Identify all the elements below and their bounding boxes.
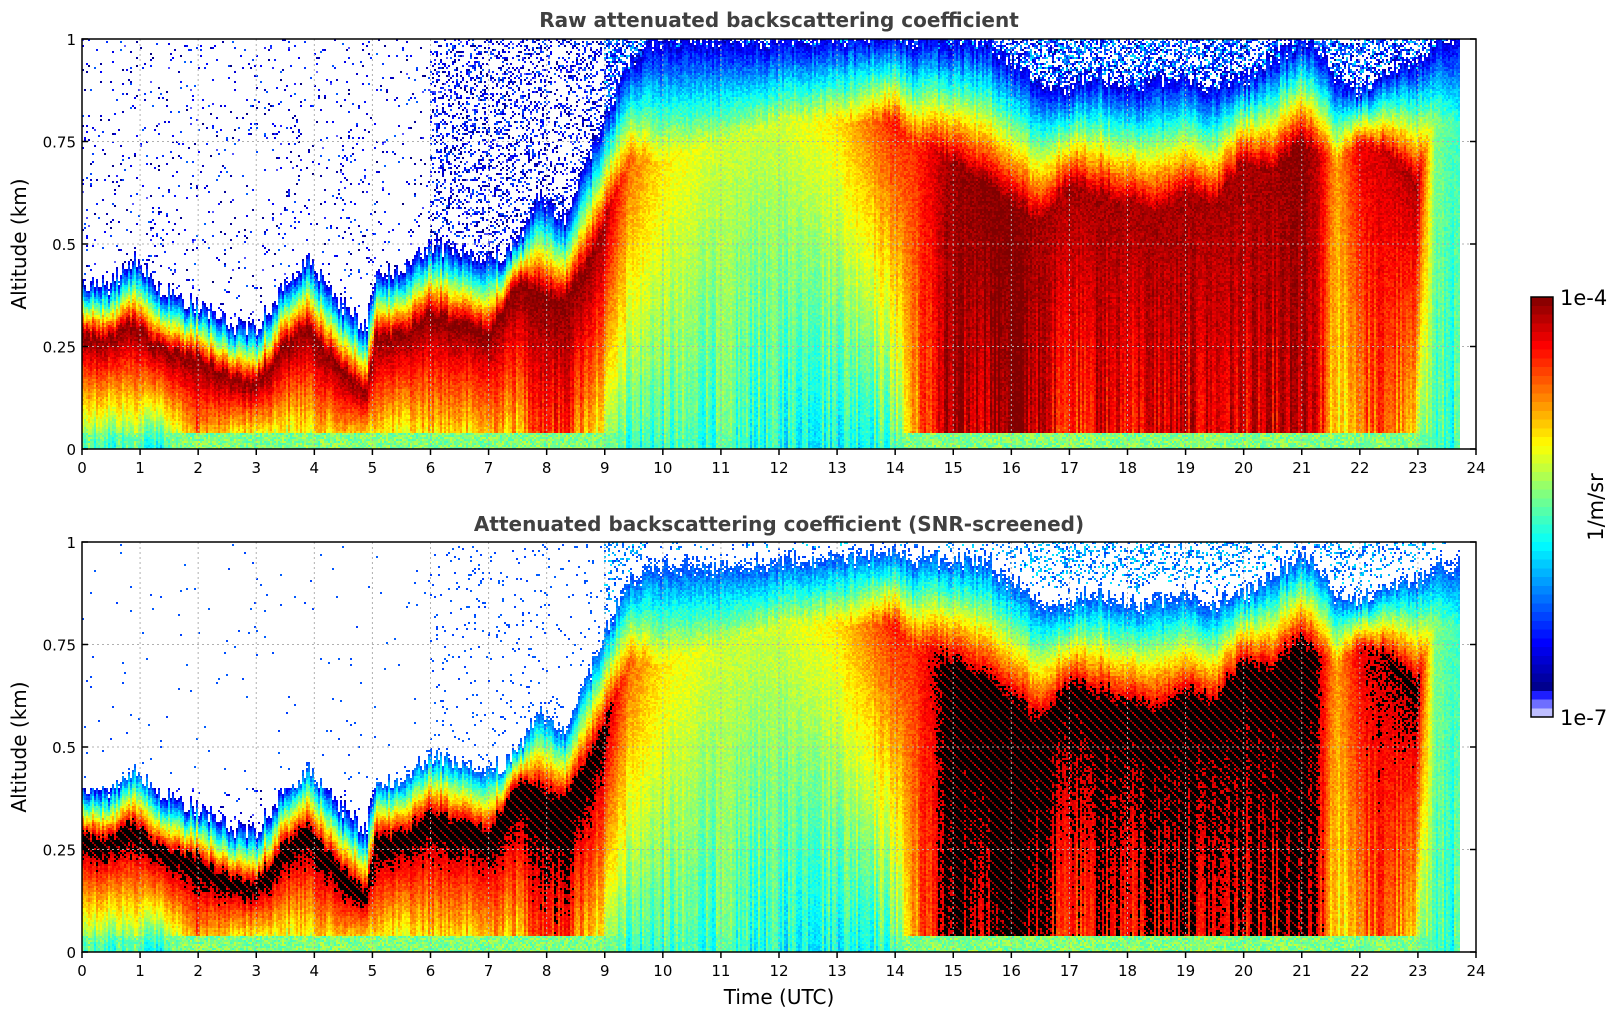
x-tick-label: 9: [600, 459, 610, 477]
x-tick-label: 1: [135, 459, 145, 477]
y-tick-label: 0.25: [43, 339, 76, 357]
x-tick-label: 14: [886, 962, 905, 980]
x-tick-label: 0: [77, 459, 87, 477]
colorbar-frame: [1530, 296, 1554, 718]
x-tick-label: 11: [711, 459, 730, 477]
x-tick-label: 17: [1060, 459, 1079, 477]
x-tick-label: 0: [77, 962, 87, 980]
x-tick-label: 16: [1002, 459, 1021, 477]
x-tick-label: 2: [193, 459, 203, 477]
x-tick-label: 24: [1466, 962, 1485, 980]
panel-2-y-axis-label: Altitude (km): [7, 681, 31, 812]
x-tick-label: 19: [1176, 459, 1195, 477]
x-tick-label: 3: [251, 962, 261, 980]
x-tick-label: 19: [1176, 962, 1195, 980]
x-tick-label: 2: [193, 962, 203, 980]
y-tick-label: 0: [66, 944, 76, 962]
x-tick-label: 10: [653, 962, 672, 980]
x-tick-label: 24: [1466, 459, 1485, 477]
x-tick-label: 10: [653, 459, 672, 477]
y-tick-label: 0.75: [43, 134, 76, 152]
y-tick-label: 0.25: [43, 842, 76, 860]
x-tick-label: 23: [1408, 459, 1427, 477]
x-tick-label: 7: [484, 459, 494, 477]
x-tick-label: 22: [1350, 459, 1369, 477]
x-tick-label: 8: [542, 962, 552, 980]
panel-2-axes: 0 1 2 3 4 5 6 7 8 9 10 11 12 13 14 15 16 17 18 19 20 21 22 23 24…: [43, 534, 1486, 980]
y-tick-label: 0.75: [43, 637, 76, 655]
y-tick-label: 0.5: [52, 739, 76, 757]
x-tick-label: 18: [1118, 962, 1137, 980]
panel-1-title: Raw attenuated backscattering coefficien…: [539, 8, 1019, 32]
x-tick-label: 1: [135, 962, 145, 980]
x-tick-label: 21: [1292, 459, 1311, 477]
x-tick-label: 20: [1234, 459, 1253, 477]
x-tick-label: 22: [1350, 962, 1369, 980]
plot-frame: [81, 541, 1477, 953]
panel-1-y-axis-label: Altitude (km): [7, 178, 31, 309]
x-tick-label: 12: [769, 962, 788, 980]
colorbar-max-label: 1e-4: [1560, 286, 1607, 310]
y-tick-label: 1: [66, 31, 76, 49]
x-tick-label: 15: [944, 962, 963, 980]
plot-frame: [81, 38, 1477, 450]
x-tick-label: 3: [251, 459, 261, 477]
colorbar-unit-label: 1/m/sr: [1584, 473, 1608, 541]
colorbar-axes: 1e-4 1e-7 1/m/sr: [1530, 286, 1608, 730]
colorbar: [1531, 297, 1553, 717]
x-tick-label: 20: [1234, 962, 1253, 980]
x-tick-label: 5: [368, 459, 378, 477]
x-tick-label: 12: [769, 459, 788, 477]
x-tick-label: 14: [886, 459, 905, 477]
y-tick-label: 0: [66, 441, 76, 459]
x-tick-label: 7: [484, 962, 494, 980]
colorbar-min-label: 1e-7: [1560, 706, 1607, 730]
x-tick-label: 17: [1060, 962, 1079, 980]
x-tick-label: 4: [310, 962, 320, 980]
panel-2-title: Attenuated backscattering coefficient (S…: [473, 512, 1085, 536]
x-tick-label: 18: [1118, 459, 1137, 477]
y-tick-label: 1: [66, 534, 76, 552]
panel-1-axes: 0 1 2 3 4 5 6 7 8 9 10 11 12 13 14 15 16 17 18 19 20 21 22 23 24…: [43, 31, 1486, 477]
x-tick-label: 6: [426, 459, 436, 477]
x-tick-label: 5: [368, 962, 378, 980]
x-axis-label: Time (UTC): [723, 985, 835, 1009]
x-tick-label: 4: [310, 459, 320, 477]
x-tick-label: 13: [828, 459, 847, 477]
x-tick-label: 23: [1408, 962, 1427, 980]
x-tick-label: 6: [426, 962, 436, 980]
x-tick-label: 21: [1292, 962, 1311, 980]
x-tick-label: 15: [944, 459, 963, 477]
x-tick-label: 8: [542, 459, 552, 477]
x-tick-label: 13: [828, 962, 847, 980]
x-tick-label: 9: [600, 962, 610, 980]
x-tick-label: 16: [1002, 962, 1021, 980]
y-tick-label: 0.5: [52, 236, 76, 254]
x-tick-label: 11: [711, 962, 730, 980]
